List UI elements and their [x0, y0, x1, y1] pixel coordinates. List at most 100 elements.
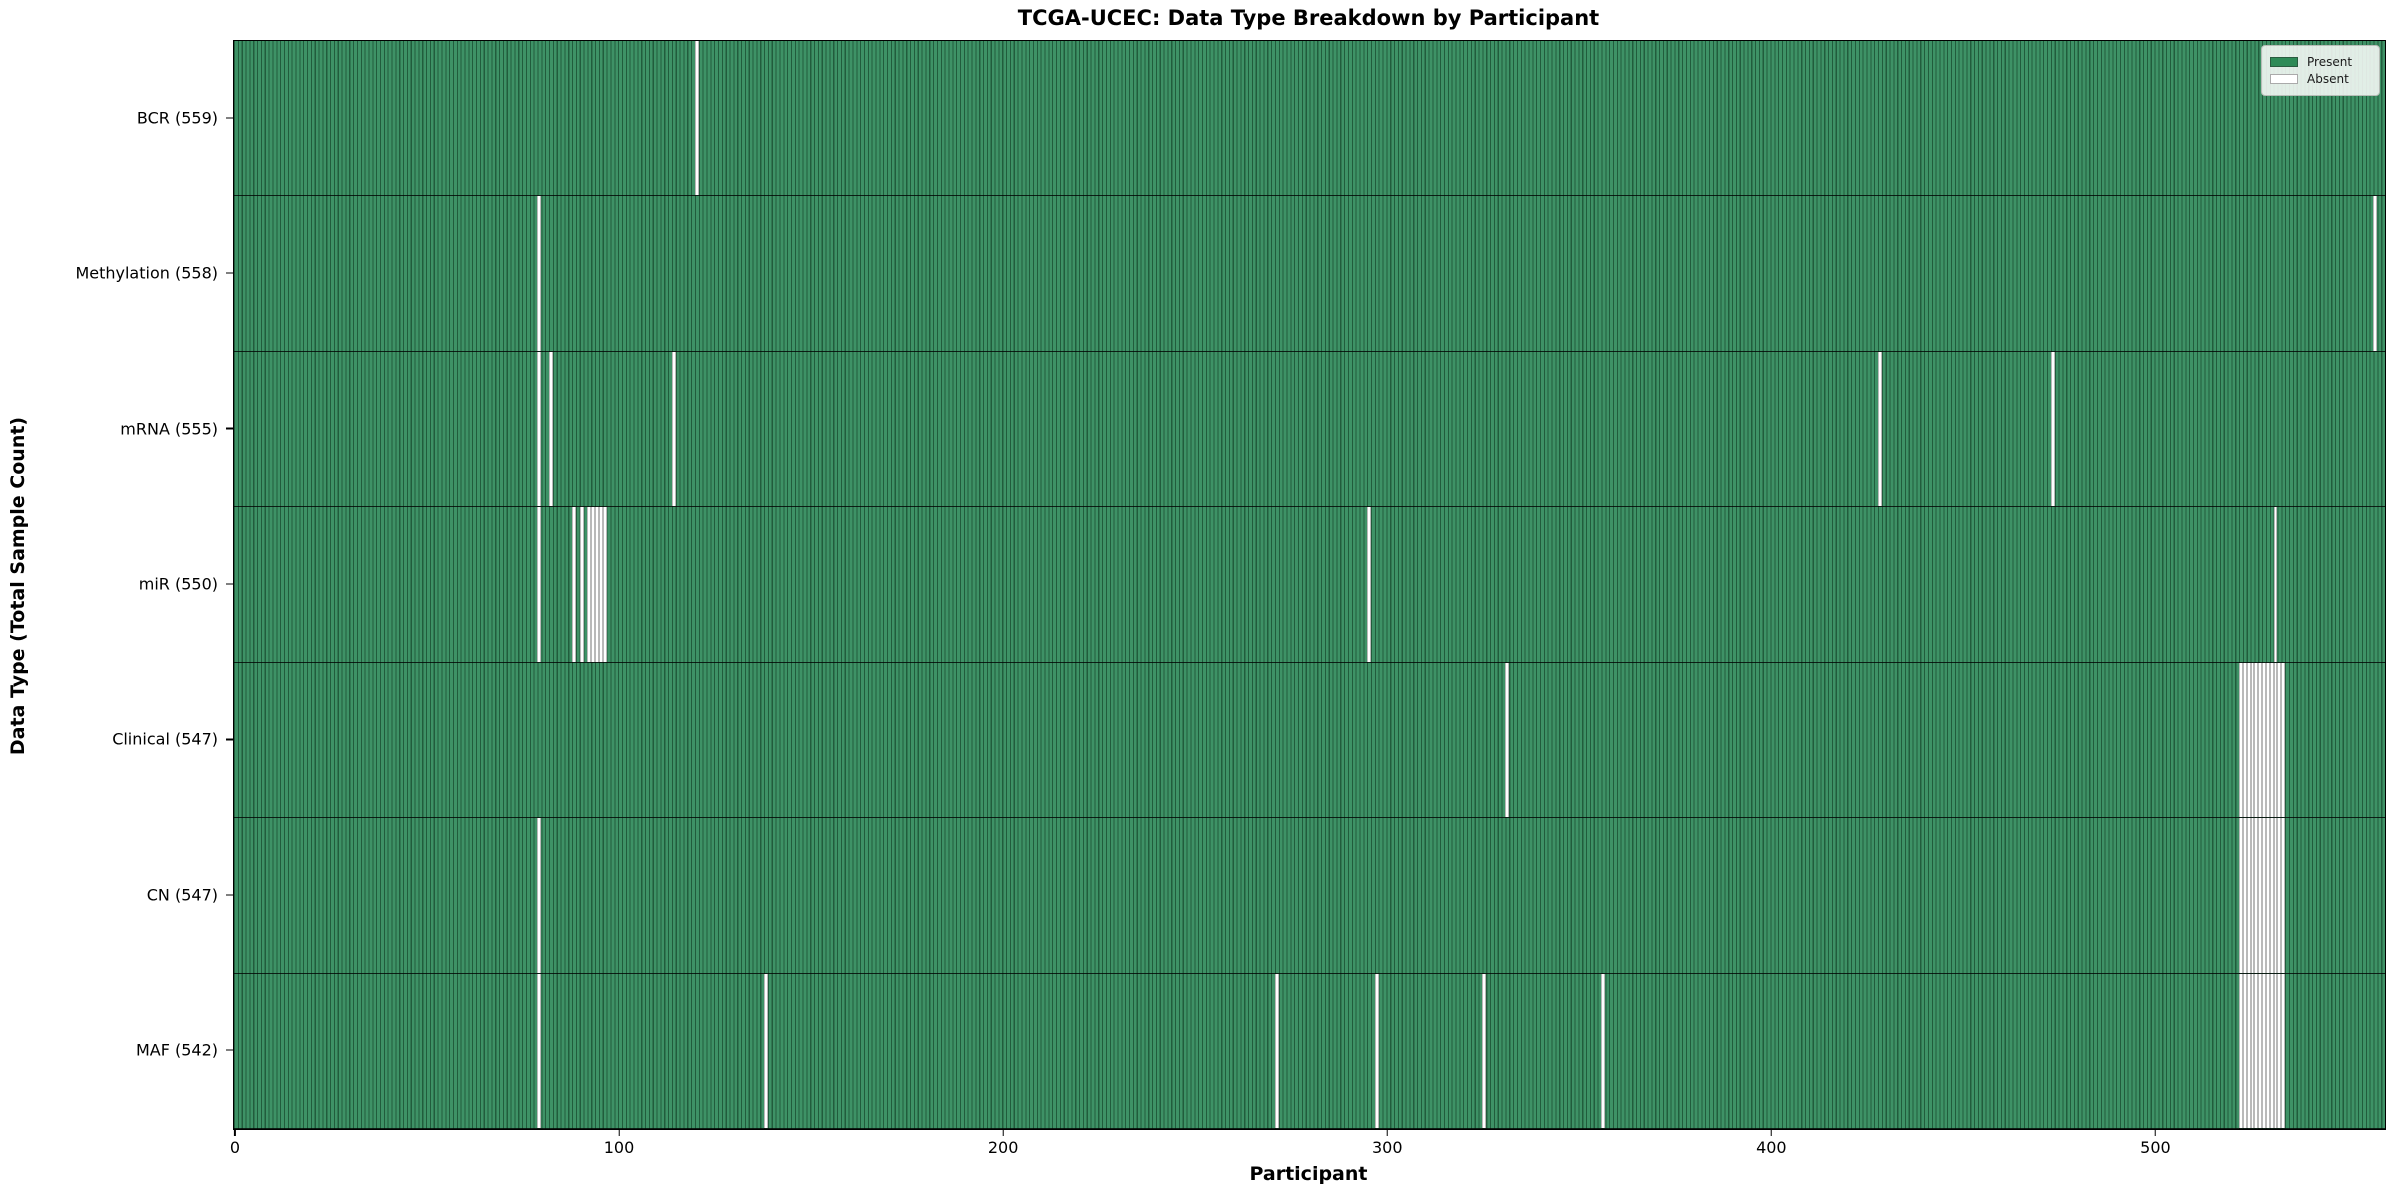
x-tick-300: 300 [1372, 1129, 1403, 1157]
y-tick-methylation: Methylation (558) [75, 264, 233, 283]
y-tick-clinical: Clinical (547) [112, 730, 233, 749]
y-tick-mark [226, 583, 233, 585]
legend: Present Absent [2261, 45, 2380, 96]
absent-cell [2258, 818, 2263, 973]
y-axis: BCR (559) Methylation (558) mRNA (555) miR … [0, 40, 233, 1128]
absent-cell [2050, 351, 2055, 507]
y-tick-maf: MAF (542) [136, 1041, 233, 1060]
absent-cell [2242, 662, 2247, 818]
chart-title: TCGA-UCEC: Data Type Breakdown by Partic… [1017, 6, 1600, 30]
absent-cell [2281, 973, 2286, 1128]
absent-cell [764, 973, 768, 1128]
absent-cell [2265, 662, 2270, 818]
absent-cell [2273, 973, 2278, 1128]
plot-area: Present Absent [233, 40, 2386, 1130]
absent-cell [2239, 662, 2243, 818]
absent-cell [2262, 973, 2266, 1128]
absent-cell [2250, 818, 2255, 973]
absent-cell [694, 41, 699, 196]
absent-cell [2242, 818, 2247, 973]
legend-item-present: Present [2270, 55, 2371, 69]
absent-cell [671, 351, 676, 507]
x-tick-mark [1386, 1129, 1388, 1136]
absent-cell [2254, 818, 2259, 973]
absent-cell [2273, 662, 2278, 818]
legend-label-absent: Absent [2307, 72, 2349, 86]
x-tick-mark [1770, 1129, 1773, 1136]
absent-cell [1505, 662, 1510, 818]
absent-cell [1367, 507, 1371, 662]
x-tick-label: 0 [229, 1138, 240, 1157]
absent-cell [591, 507, 596, 662]
absent-cell [1482, 973, 1487, 1128]
absent-cell [2246, 973, 2251, 1128]
y-tick-bcr: BCR (559) [137, 108, 233, 127]
legend-item-absent: Absent [2270, 72, 2371, 86]
x-tick-label: 100 [603, 1138, 635, 1157]
x-tick-mark [618, 1129, 620, 1136]
absent-cell [2277, 662, 2282, 818]
y-tick-label: miR (550) [138, 574, 218, 594]
x-axis: 0 100 200 300 400 500 [230, 1129, 2384, 1163]
x-tick-200: 200 [987, 1129, 1019, 1157]
absent-cell [2373, 196, 2378, 351]
absent-cell [2254, 973, 2259, 1128]
x-tick-500: 500 [2140, 1129, 2171, 1157]
x-tick-0: 0 [230, 1129, 240, 1157]
absent-cell [2250, 973, 2255, 1128]
y-tick-mark [226, 1049, 233, 1051]
absent-cell [2250, 662, 2255, 818]
x-tick-100: 100 [603, 1129, 635, 1157]
absent-cell [2273, 818, 2278, 973]
absent-cell [2269, 973, 2274, 1128]
absent-cell [2262, 662, 2266, 818]
heatmap-row-clinical [234, 662, 2385, 819]
absent-cell [2265, 973, 2270, 1128]
y-tick-label: MAF (542) [135, 1040, 218, 1060]
absent-cell [2277, 818, 2282, 973]
heatmap-row-bcr [234, 41, 2385, 197]
absent-cell [2258, 662, 2263, 818]
y-tick-mir: miR (550) [139, 575, 233, 594]
heatmap-row-mrna [234, 351, 2385, 508]
absent-cell [598, 507, 603, 662]
absent-cell [537, 818, 542, 973]
absent-cell [2273, 507, 2278, 662]
absent-cell [595, 507, 599, 662]
absent-cell [537, 507, 542, 662]
absent-cell [2258, 973, 2263, 1128]
y-tick-mark [226, 427, 233, 430]
x-tick-label: 200 [987, 1138, 1019, 1157]
absent-cell [2262, 818, 2266, 973]
present-swatch-icon [2270, 57, 2298, 67]
absent-cell [1601, 973, 1606, 1128]
y-tick-mark [226, 272, 233, 274]
absent-cell [537, 196, 542, 351]
absent-cell [537, 351, 542, 507]
y-tick-mark [226, 894, 233, 896]
absent-cell [602, 507, 607, 662]
absent-cell [2277, 973, 2282, 1128]
absent-cell [579, 507, 584, 662]
absent-cell [2246, 662, 2251, 818]
absent-cell [587, 507, 592, 662]
x-tick-label: 400 [1756, 1138, 1787, 1157]
heatmap-row-cn [234, 818, 2385, 974]
absent-cell [537, 973, 542, 1128]
legend-label-present: Present [2307, 55, 2353, 69]
absent-cell [1274, 973, 1279, 1128]
absent-cell [2246, 818, 2251, 973]
absent-cell [2269, 818, 2274, 973]
y-tick-label: CN (547) [146, 885, 218, 905]
y-tick-label: Clinical (547) [112, 729, 218, 749]
y-tick-label: BCR (559) [136, 108, 218, 128]
x-tick-label: 300 [1371, 1138, 1403, 1157]
absent-cell [2239, 973, 2243, 1128]
absent-cell [1374, 973, 1379, 1128]
absent-cell [2265, 818, 2270, 973]
y-tick-cn: CN (547) [147, 885, 233, 904]
absent-cell [2281, 662, 2286, 818]
absent-cell [2239, 818, 2243, 973]
absent-cell [572, 507, 576, 662]
